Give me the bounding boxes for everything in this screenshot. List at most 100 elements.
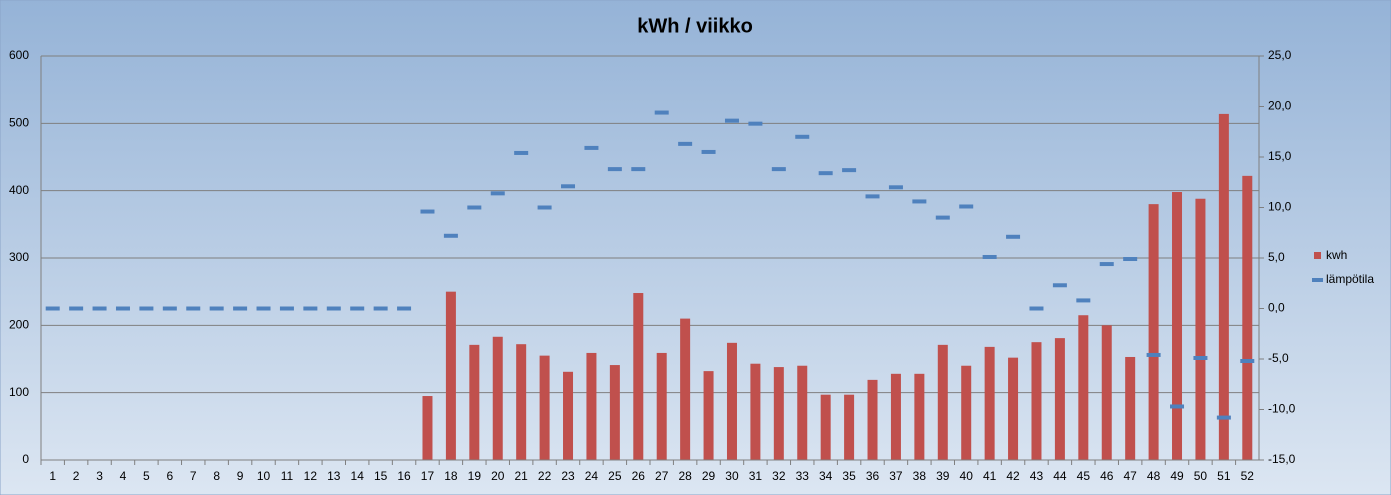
x-tick-label: 44 xyxy=(1053,469,1067,483)
bar xyxy=(586,352,597,460)
x-tick-label: 23 xyxy=(561,469,575,483)
marker xyxy=(607,167,622,172)
x-tick-label: 39 xyxy=(936,469,950,483)
marker xyxy=(1006,234,1021,239)
bar xyxy=(656,352,667,460)
bar xyxy=(1078,315,1089,460)
marker xyxy=(514,150,529,155)
marker xyxy=(443,233,458,238)
bar xyxy=(1148,204,1159,460)
bar xyxy=(539,355,550,460)
marker xyxy=(303,306,318,311)
y2-tick-label: 5,0 xyxy=(1268,250,1285,264)
x-tick-label: 5 xyxy=(143,469,150,483)
marker xyxy=(397,306,412,311)
marker xyxy=(1216,415,1231,420)
bar xyxy=(1242,175,1253,460)
x-tick-label: 30 xyxy=(725,469,739,483)
marker xyxy=(326,306,341,311)
x-tick-label: 45 xyxy=(1077,469,1091,483)
marker xyxy=(1029,306,1044,311)
y-tick-label: 400 xyxy=(9,183,29,197)
bar xyxy=(516,344,527,460)
marker xyxy=(842,168,857,173)
marker xyxy=(1076,298,1091,303)
x-tick-label: 35 xyxy=(842,469,856,483)
x-tick-label: 28 xyxy=(678,469,692,483)
bar xyxy=(1008,357,1019,460)
marker xyxy=(350,306,365,311)
bar xyxy=(1031,342,1042,460)
bar xyxy=(469,344,480,460)
marker xyxy=(771,167,786,172)
x-tick-label: 41 xyxy=(983,469,997,483)
x-tick-label: 49 xyxy=(1170,469,1184,483)
marker xyxy=(912,199,927,204)
x-tick-label: 18 xyxy=(444,469,458,483)
bar xyxy=(422,396,433,460)
x-tick-label: 27 xyxy=(655,469,669,483)
bar xyxy=(1101,325,1112,460)
marker xyxy=(256,306,271,311)
bar xyxy=(797,365,808,460)
marker xyxy=(724,118,739,123)
x-tick-label: 17 xyxy=(421,469,435,483)
bar xyxy=(1054,338,1065,460)
marker xyxy=(865,194,880,199)
x-tick-label: 24 xyxy=(585,469,599,483)
bar xyxy=(609,365,620,460)
bar xyxy=(750,363,761,460)
marker xyxy=(1240,359,1255,364)
x-tick-label: 14 xyxy=(351,469,365,483)
bar xyxy=(844,394,855,460)
x-tick-label: 8 xyxy=(213,469,220,483)
marker xyxy=(1170,404,1185,409)
x-tick-label: 46 xyxy=(1100,469,1114,483)
y2-tick-label: -15,0 xyxy=(1268,452,1296,466)
y-tick-label: 200 xyxy=(9,318,29,332)
marker xyxy=(279,306,294,311)
y2-tick-label: 20,0 xyxy=(1268,99,1292,113)
y2-tick-label: 0,0 xyxy=(1268,301,1285,315)
y2-tick-label: -10,0 xyxy=(1268,402,1296,416)
marker xyxy=(748,121,763,126)
x-tick-label: 1 xyxy=(49,469,56,483)
y2-tick-label: 10,0 xyxy=(1268,200,1292,214)
marker xyxy=(1123,257,1138,262)
marker xyxy=(701,149,716,154)
bar xyxy=(820,394,831,460)
chart-title: kWh / viikko xyxy=(637,15,753,37)
marker xyxy=(584,145,599,150)
marker xyxy=(69,306,84,311)
marker xyxy=(209,306,224,311)
x-tick-label: 3 xyxy=(96,469,103,483)
legend-swatch xyxy=(1314,252,1321,259)
bar xyxy=(492,336,503,460)
bar xyxy=(633,293,644,460)
x-tick-label: 26 xyxy=(632,469,646,483)
x-tick-label: 11 xyxy=(281,469,294,483)
bar xyxy=(1195,198,1206,460)
x-tick-label: 34 xyxy=(819,469,833,483)
y-tick-label: 600 xyxy=(9,48,29,62)
x-tick-label: 43 xyxy=(1030,469,1044,483)
marker xyxy=(561,184,576,189)
x-tick-label: 50 xyxy=(1194,469,1208,483)
bar xyxy=(680,318,691,460)
x-tick-label: 38 xyxy=(913,469,927,483)
y-tick-label: 0 xyxy=(22,452,29,466)
x-tick-label: 4 xyxy=(120,469,127,483)
x-tick-label: 15 xyxy=(374,469,388,483)
bar xyxy=(890,373,901,460)
x-tick-label: 40 xyxy=(960,469,974,483)
marker xyxy=(537,205,552,210)
marker xyxy=(795,134,810,139)
legend-swatch xyxy=(1312,278,1323,282)
x-tick-label: 29 xyxy=(702,469,716,483)
marker xyxy=(631,167,646,172)
y2-tick-label: 15,0 xyxy=(1268,149,1292,163)
bar xyxy=(867,379,878,460)
x-tick-label: 20 xyxy=(491,469,505,483)
x-tick-label: 19 xyxy=(468,469,482,483)
x-tick-label: 25 xyxy=(608,469,622,483)
